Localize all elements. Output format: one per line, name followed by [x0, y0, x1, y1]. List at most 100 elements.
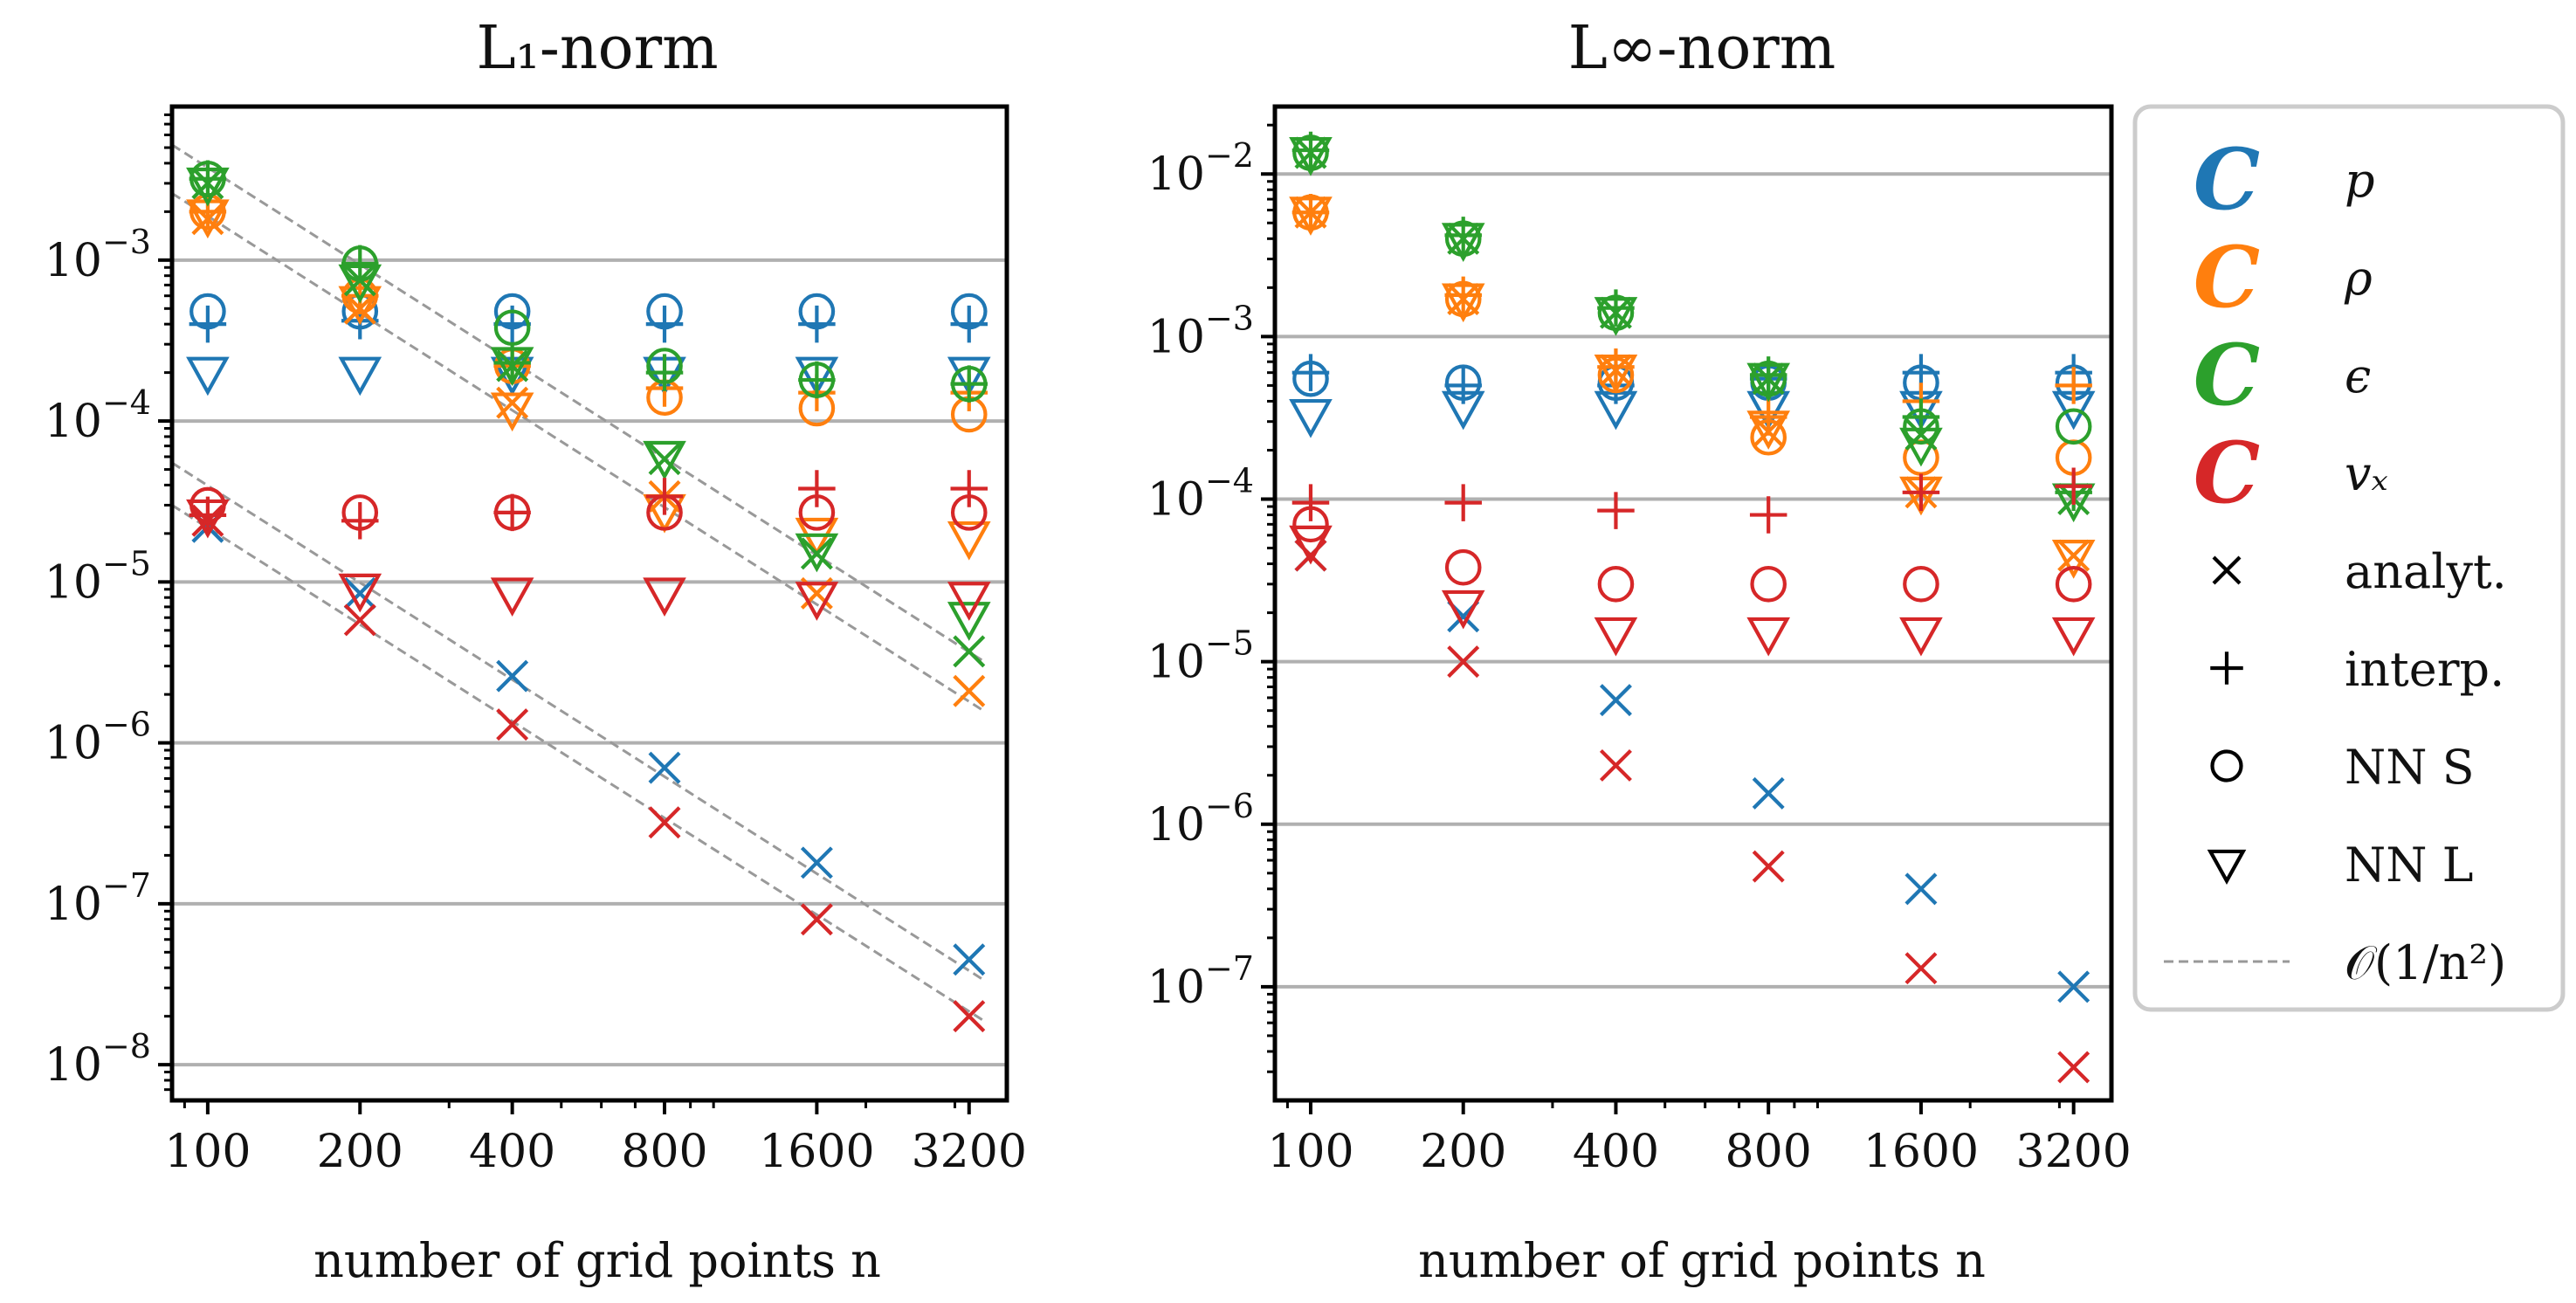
legend-label: 𝒪(1/n²) [2345, 935, 2506, 990]
marker-p-analyt [953, 943, 986, 976]
y-tick-label: 10−4 [1147, 462, 1254, 527]
marker-vx-nn-s [1292, 506, 1329, 543]
marker-p-nn-l [338, 356, 382, 396]
marker-vx-analyt [343, 603, 376, 637]
marker-eps-nn-l [1594, 297, 1638, 336]
marker-vx-nn-l [2051, 617, 2096, 657]
marker-p-analyt [1904, 872, 1938, 906]
marker-eps-nn-s [189, 160, 226, 197]
marker-rho-nn-l [947, 521, 991, 561]
marker-vx-analyt [1447, 645, 1480, 679]
panel-title-l1: L₁-norm [476, 14, 718, 83]
marker-p-nn-s [493, 293, 531, 330]
marker-p-nn-l [1289, 398, 1333, 438]
x-tick-label: 100 [164, 1126, 251, 1178]
marker-p-nn-s [950, 293, 988, 330]
marker-vx-analyt [496, 708, 529, 741]
legend-label: ρ [2344, 251, 2373, 306]
marker-vx-interp [1597, 492, 1635, 529]
marker-vx-nn-s [1597, 566, 1635, 603]
marker-eps-interp [645, 354, 684, 391]
marker-eps-nn-l [186, 167, 230, 207]
marker-p-nn-s [1444, 364, 1482, 402]
marker-vx-nn-l [1289, 525, 1333, 565]
marker-vx-nn-l [947, 582, 991, 621]
grid-lines-l1 [172, 258, 1007, 1067]
marker-vx-nn-l [795, 582, 839, 621]
marker-vx-interp [1902, 473, 1940, 512]
marker-p-interp [798, 305, 836, 343]
legend-label: vₓ [2345, 446, 2388, 501]
marker-eps-nn-s [1903, 408, 1939, 445]
reference-line-order2 [171, 461, 983, 981]
marker-p-analyt [1599, 684, 1632, 717]
marker-rho-interp [2055, 367, 2092, 404]
legend-marker-interp [2210, 652, 2243, 685]
marker-vx-analyt [953, 1000, 986, 1033]
marker-vx-nn-l [643, 577, 686, 617]
marker-p-interp [1291, 354, 1330, 391]
marker-vx-nn-l [1441, 589, 1485, 630]
marker-eps-nn-l [1289, 136, 1333, 176]
legend-marker-analyt [2212, 555, 2242, 585]
marker-vx-interp [493, 493, 531, 532]
panel-linf-norm: L∞-norm 10−2 10−3 10−4 10−5 10−6 10−7 100 200 40… [1147, 14, 2132, 1288]
marker-eps-nn-l [1899, 427, 1943, 467]
x-tick-label: 400 [1573, 1126, 1659, 1178]
marker-rho-nn-l [1441, 283, 1485, 323]
legend-label: p [2345, 153, 2375, 208]
y-tick-label: 10−4 [45, 383, 151, 448]
marker-vx-analyt [800, 903, 833, 936]
y-tick-label: 10−3 [1147, 299, 1254, 363]
y-tick-label: 10−2 [1147, 136, 1254, 201]
axis-ticks-linf: 10−2 10−3 10−4 10−5 10−6 10−7 100 200 400 800 1600… [1147, 123, 2132, 1178]
marker-eps-analyt [953, 635, 986, 668]
marker-p-analyt [496, 659, 529, 693]
marker-rho-nn-l [2051, 540, 2096, 579]
legend-label: NN S [2345, 740, 2475, 795]
marker-p-analyt [1752, 776, 1785, 810]
marker-rho-nn-l [1746, 410, 1791, 450]
data-markers-linf [1289, 131, 2096, 1084]
marker-eps-nn-l [947, 602, 991, 641]
marker-p-nn-l [186, 356, 230, 396]
marker-p-nn-l [1441, 390, 1485, 431]
marker-p-interp [950, 305, 988, 343]
marker-p-analyt [2057, 970, 2090, 1003]
marker-p-nn-s [189, 293, 226, 330]
legend-marker-nn-l [2207, 849, 2247, 886]
marker-vx-nn-s [950, 494, 988, 531]
marker-vx-nn-l [1899, 617, 1943, 657]
y-tick-label: 10−5 [45, 544, 151, 609]
marker-eps-nn-l [490, 347, 534, 387]
marker-eps-nn-l [1746, 362, 1791, 403]
marker-vx-interp [2055, 467, 2092, 506]
legend-color-glyph-eps: C [2194, 326, 2260, 424]
marker-eps-nn-l [643, 440, 686, 480]
reference-line-order2 [171, 192, 983, 712]
marker-eps-analyt [800, 537, 833, 570]
reference-line-order2 [171, 504, 983, 1022]
legend-label: analyt. [2345, 544, 2507, 599]
marker-vx-nn-s [1444, 548, 1482, 586]
marker-rho-analyt [953, 674, 986, 707]
marker-vx-nn-s [341, 494, 379, 531]
x-tick-label: 1600 [759, 1126, 874, 1178]
marker-eps-nn-s [646, 348, 683, 384]
data-markers-l1 [186, 160, 991, 1033]
marker-vx-nn-s [2055, 566, 2092, 603]
x-axis-label-linf: number of grid points n [1418, 1233, 1986, 1288]
marker-p-nn-l [795, 356, 839, 396]
marker-eps-nn-l [1441, 223, 1485, 262]
marker-rho-interp [1749, 398, 1787, 436]
marker-eps-nn-s [2055, 408, 2092, 445]
x-axis-label-l1: number of grid points n [313, 1233, 881, 1288]
x-tick-label: 800 [621, 1126, 707, 1178]
marker-rho-analyt [2057, 539, 2090, 572]
marker-vx-nn-s [798, 494, 836, 531]
y-tick-label: 10−7 [1147, 949, 1254, 1014]
marker-vx-analyt [2057, 1051, 2090, 1084]
